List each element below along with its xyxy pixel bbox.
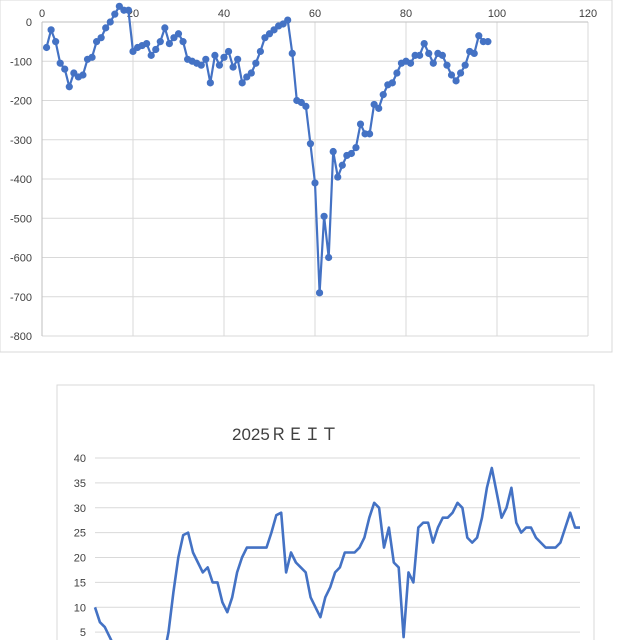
y-tick-label: 10	[74, 602, 86, 614]
chart-frame	[0, 0, 613, 353]
data-point	[311, 179, 319, 187]
data-point	[352, 144, 360, 152]
data-point	[315, 289, 324, 297]
y-tick-label: 25	[74, 528, 86, 540]
data-point	[388, 79, 396, 87]
y-tick-label: 15	[74, 577, 86, 589]
data-point	[484, 38, 492, 46]
data-point	[97, 34, 105, 42]
y-tick-label: -400	[10, 174, 32, 186]
y-tick-label: -200	[10, 96, 32, 108]
data-point	[161, 24, 169, 32]
data-point	[429, 59, 437, 67]
y-tick-label: -300	[10, 135, 32, 147]
y-tick-label: 5	[80, 627, 86, 639]
y-tick-label: -600	[10, 253, 32, 265]
data-point	[202, 55, 210, 63]
data-point	[211, 51, 219, 59]
data-point	[42, 43, 51, 52]
y-tick-label: 0	[26, 17, 32, 29]
y-tick-label: 35	[74, 478, 86, 490]
data-point	[366, 130, 374, 138]
y-tick-label: 30	[74, 503, 86, 515]
data-point	[220, 53, 228, 61]
data-point	[379, 91, 387, 99]
data-point	[302, 102, 310, 110]
data-point	[347, 149, 355, 158]
data-point	[197, 61, 205, 69]
x-tick-label: 80	[400, 8, 412, 20]
x-tick-label: 0	[39, 8, 45, 20]
data-point	[229, 63, 237, 71]
data-point	[106, 18, 114, 26]
data-point	[393, 69, 401, 77]
data-point	[406, 59, 415, 67]
data-point	[452, 77, 460, 85]
data-point	[256, 47, 264, 56]
data-point	[470, 49, 478, 58]
data-point	[111, 10, 119, 18]
data-point	[416, 51, 424, 59]
data-point	[238, 79, 246, 87]
data-point	[306, 140, 315, 148]
data-point	[124, 6, 133, 14]
data-point	[52, 38, 60, 46]
data-point	[147, 51, 155, 59]
data-point	[356, 120, 365, 128]
x-tick-label: 100	[488, 8, 506, 20]
data-point	[143, 39, 151, 48]
data-point	[461, 61, 469, 69]
x-tick-label: 60	[309, 8, 321, 20]
data-point	[174, 30, 183, 38]
data-point	[425, 49, 433, 58]
data-point	[443, 61, 451, 69]
data-point	[156, 38, 164, 46]
data-point	[447, 71, 456, 79]
chart-title: 2025ＲＥＩＴ	[232, 425, 338, 444]
data-point	[247, 69, 255, 77]
x-tick-label: 40	[218, 8, 230, 20]
y-tick-label: -800	[10, 331, 32, 343]
data-point	[102, 24, 110, 32]
data-point	[79, 71, 87, 79]
y-tick-label: -700	[10, 292, 32, 304]
data-point	[288, 49, 296, 58]
y-tick-label: -100	[10, 56, 32, 68]
data-point	[215, 61, 224, 69]
data-point	[325, 253, 333, 262]
data-point	[420, 39, 428, 48]
data-point	[320, 212, 328, 220]
data-point	[284, 16, 292, 24]
data-point	[457, 69, 465, 77]
data-point	[338, 161, 346, 169]
data-point	[65, 83, 73, 91]
data-point	[206, 79, 214, 87]
data-point	[252, 59, 260, 67]
y-tick-label: 40	[74, 453, 86, 465]
data-point	[61, 65, 69, 73]
data-point	[438, 51, 446, 59]
data-point	[375, 104, 383, 112]
series-line	[93, 466, 580, 640]
data-point	[56, 59, 64, 67]
data-point	[179, 38, 187, 46]
y-tick-label: -500	[10, 213, 32, 225]
data-point	[329, 147, 337, 156]
data-point	[165, 39, 173, 48]
line-chart-reit: 2025ＲＥＩＴ 5 10 15 20 25 30 35 40	[56, 384, 595, 640]
x-tick-label: 120	[579, 8, 597, 20]
data-point	[88, 53, 96, 61]
y-tick-label: 20	[74, 553, 86, 565]
data-point	[224, 47, 233, 56]
data-point	[475, 32, 483, 40]
data-point	[152, 45, 160, 54]
data-point	[47, 26, 55, 34]
data-point	[234, 55, 242, 63]
data-point	[334, 173, 342, 181]
